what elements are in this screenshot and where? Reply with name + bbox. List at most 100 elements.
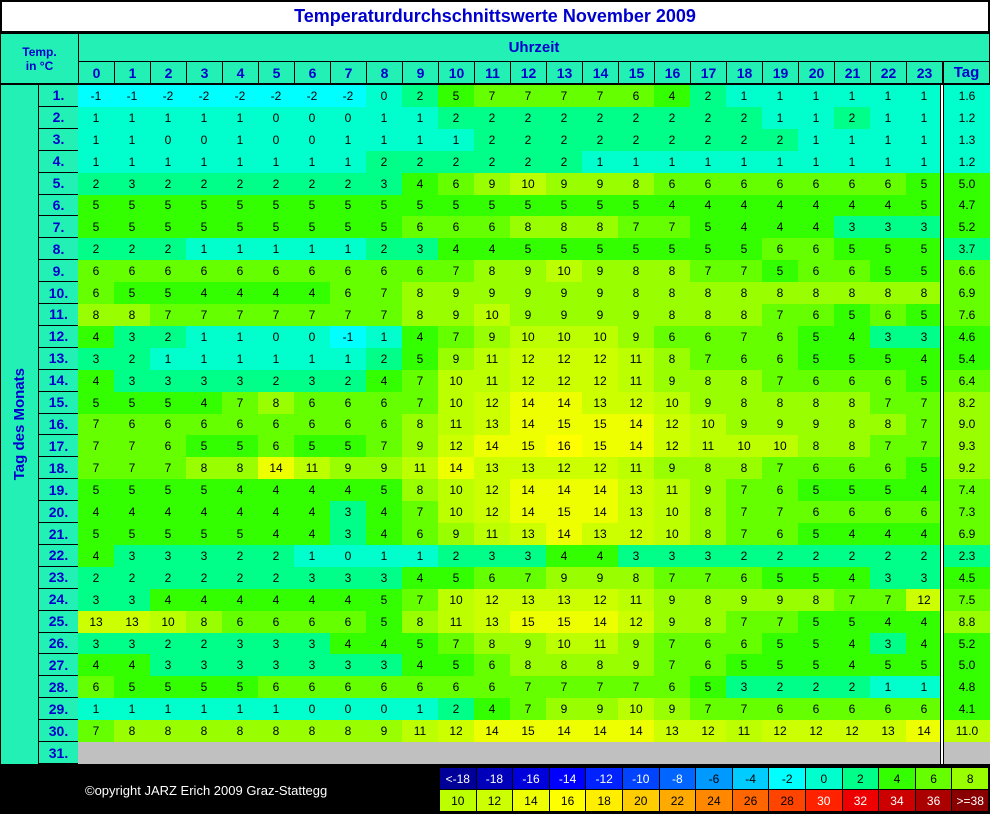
temperature-cell: 4: [690, 194, 726, 217]
temperature-cell: 2: [402, 85, 438, 107]
temperature-cell: 9: [726, 588, 762, 611]
temperature-cell: 5: [474, 194, 510, 217]
temperature-cell: 6: [222, 260, 258, 283]
temperature-cell: 13: [510, 588, 546, 611]
temperature-cell: 3: [906, 325, 942, 348]
temperature-cell: 5: [618, 194, 654, 217]
temperature-cell: 2: [474, 150, 510, 173]
temperature-cell: 5: [114, 391, 150, 414]
temperature-cell: 1: [798, 150, 834, 173]
hour-header: 4: [223, 62, 258, 83]
temperature-cell: 4: [150, 588, 186, 611]
temperature-cell: 11: [618, 588, 654, 611]
temperature-cell: 5: [78, 216, 114, 239]
temperature-cell: 7: [762, 610, 798, 633]
temperature-cell: 8: [186, 720, 222, 743]
temperature-cell: 2: [294, 172, 330, 195]
temperature-cell: 5: [222, 523, 258, 545]
title: Temperaturdurchschnittswerte November 20…: [0, 0, 990, 33]
temperature-cell: 9: [546, 698, 582, 721]
temperature-cell: 13: [474, 413, 510, 436]
row-group-label: Tag des Monats: [1, 85, 38, 764]
legend-swatch: 6: [915, 768, 952, 789]
temperature-cell: 4: [78, 654, 114, 677]
temperature-cell: 3: [690, 544, 726, 567]
temperature-cell: 13: [618, 501, 654, 524]
day-label: 13.: [39, 347, 78, 369]
temperature-cell: 2: [726, 106, 762, 129]
temperature-cell: 6: [438, 676, 474, 699]
daily-mean: 4.7: [944, 194, 990, 217]
temperature-cell: 0: [366, 698, 402, 721]
temperature-cell: 2: [618, 128, 654, 151]
temperature-cell: 1: [222, 150, 258, 173]
temperature-cell: 6: [330, 391, 366, 414]
temperature-cell: 0: [294, 128, 330, 151]
daily-mean: 6.6: [944, 260, 990, 283]
temperature-cell: 1: [114, 698, 150, 721]
hour-header: 22: [871, 62, 906, 83]
temperature-cell: 3: [114, 172, 150, 195]
temperature-cell: 2: [78, 172, 114, 195]
daily-mean: 5.4: [944, 347, 990, 370]
temperature-cell: 9: [618, 304, 654, 326]
temperature-cell: 8: [762, 391, 798, 414]
temperature-cell: 2: [114, 238, 150, 261]
daily-mean: 9.3: [944, 435, 990, 458]
temperature-cell: 8: [510, 216, 546, 239]
temperature-cell: 8: [150, 720, 186, 743]
temperature-cell: 2: [474, 106, 510, 129]
temperature-cell: 6: [798, 260, 834, 283]
legend-swatch: -8: [659, 768, 696, 789]
temperature-cell: 9: [510, 304, 546, 326]
temperature-cell: 11: [474, 347, 510, 370]
temperature-cell: 6: [150, 413, 186, 436]
temperature-cell: 6: [294, 676, 330, 699]
temperature-cell: 5: [762, 654, 798, 677]
temperature-cell: 5: [582, 238, 618, 261]
day-label: 28.: [39, 676, 78, 698]
temperature-cell: 5: [690, 676, 726, 699]
daily-mean: 1.2: [944, 106, 990, 129]
temperature-cell: 9: [582, 172, 618, 195]
temperature-cell: 5: [366, 479, 402, 502]
temperature-cell: 6: [762, 523, 798, 545]
temperature-cell: 8: [618, 282, 654, 305]
temperature-cell: 9: [438, 523, 474, 545]
hour-header: 3: [187, 62, 222, 83]
temperature-cell: 5: [834, 304, 870, 326]
temperature-cell: 4: [870, 610, 906, 633]
temperature-cell: 9: [402, 435, 438, 458]
temperature-cell: 7: [78, 413, 114, 436]
temperature-cell: 5: [114, 216, 150, 239]
temperature-cell: 2: [654, 106, 690, 129]
temperature-cell: 3: [366, 172, 402, 195]
temperature-cell: 3: [78, 632, 114, 655]
temperature-cell: 1: [906, 128, 942, 151]
temperature-cell: 5: [834, 479, 870, 502]
temperature-cell: 5: [546, 238, 582, 261]
temperature-cell: 5: [114, 479, 150, 502]
temperature-cell: 10: [438, 391, 474, 414]
temperature-cell: 4: [330, 632, 366, 655]
legend-swatch: 16: [549, 790, 586, 811]
temperature-cell: 4: [906, 479, 942, 502]
temperature-cell: 8: [690, 369, 726, 392]
temperature-cell: 7: [510, 698, 546, 721]
temperature-cell: 8: [834, 391, 870, 414]
temperature-cell: 7: [438, 260, 474, 283]
legend-swatch: 34: [879, 790, 915, 811]
temperature-cell: 3: [114, 544, 150, 567]
temperature-cell: 1: [438, 128, 474, 151]
temperature-cell: 0: [294, 106, 330, 129]
temperature-cell: 7: [870, 391, 906, 414]
temperature-cell: 6: [474, 216, 510, 239]
temperature-cell: 14: [546, 523, 582, 545]
temperature-cell: 6: [798, 501, 834, 524]
temperature-cell: 2: [186, 172, 222, 195]
temperature-cell: 3: [906, 216, 942, 239]
temperature-cell: 13: [474, 457, 510, 480]
temperature-cell: 2: [78, 238, 114, 261]
temperature-cell: 6: [690, 172, 726, 195]
temperature-cell: 7: [402, 369, 438, 392]
